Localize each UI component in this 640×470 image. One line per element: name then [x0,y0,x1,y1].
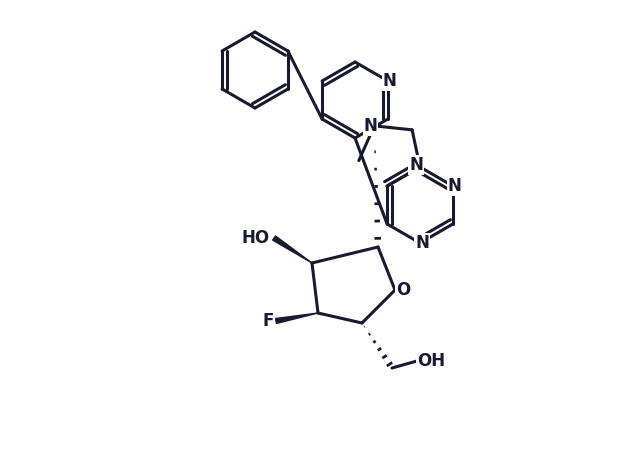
Text: F: F [262,312,274,330]
Text: N: N [448,177,462,195]
Text: HO: HO [242,229,270,247]
Polygon shape [276,313,318,323]
Text: N: N [383,72,397,90]
Text: OH: OH [417,352,445,370]
Polygon shape [273,236,312,263]
Text: N: N [409,156,423,174]
Text: O: O [396,281,410,299]
Text: N: N [364,117,377,135]
Text: N: N [415,234,429,252]
